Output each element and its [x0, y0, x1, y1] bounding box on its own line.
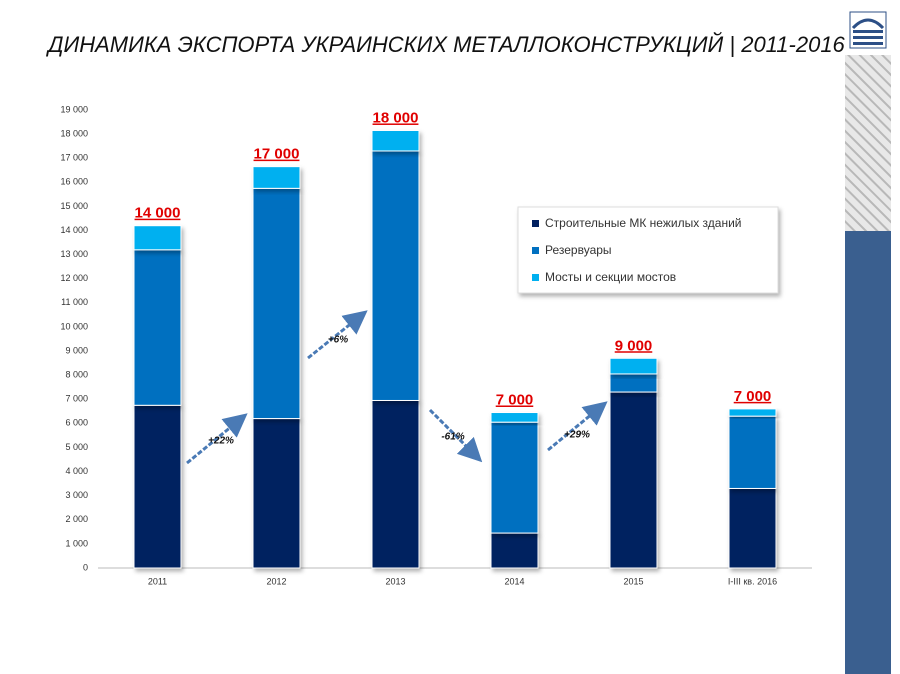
bar-segment [609, 357, 658, 375]
y-tick-label: 4 000 [65, 466, 88, 476]
legend: Строительные МК нежилых зданий Резервуары… [517, 206, 779, 294]
y-tick-label: 15 000 [60, 201, 88, 211]
bar-segment [490, 421, 539, 534]
y-tick-label: 18 000 [60, 128, 88, 138]
y-tick-label: 11 000 [61, 297, 88, 307]
bar-segment [609, 391, 658, 569]
bar-segment [252, 166, 301, 189]
y-tick-label: 14 000 [60, 225, 88, 235]
bar-segment [728, 487, 777, 569]
x-tick-label: 2013 [385, 576, 405, 586]
x-tick-label: 2014 [504, 576, 524, 586]
x-tick-label: 2015 [623, 576, 643, 586]
y-tick-label: 12 000 [60, 273, 88, 283]
growth-label: +29% [564, 430, 590, 441]
x-tick-label: 2012 [266, 576, 286, 586]
y-tick-label: 19 000 [60, 104, 88, 114]
arrow [547, 401, 608, 452]
y-tick-label: 5 000 [65, 442, 88, 452]
x-tick-label: I-III кв. 2016 [728, 576, 777, 586]
legend-swatch [532, 274, 539, 281]
bar-segment [728, 408, 777, 417]
y-tick-label: 10 000 [60, 321, 88, 331]
y-tick-label: 9 000 [65, 345, 88, 355]
growth-arrows [186, 310, 608, 465]
bar-segment [133, 404, 182, 569]
bar-segment [133, 225, 182, 251]
legend-swatch [532, 247, 539, 254]
y-tick-label: 0 [83, 562, 88, 572]
y-tick-label: 2 000 [65, 514, 88, 524]
logo [849, 11, 887, 49]
bar-segment [371, 150, 420, 401]
x-tick-label: 2011 [148, 576, 167, 586]
total-label: 18 000 [373, 109, 419, 126]
decor-hatch [845, 55, 891, 231]
bar-segment [371, 399, 420, 569]
bar-segment [252, 418, 301, 569]
y-tick-label: 6 000 [65, 418, 88, 428]
arrow [307, 310, 368, 360]
y-tick-label: 8 000 [65, 370, 88, 380]
legend-label: Мосты и секции мостов [545, 270, 676, 284]
chart-title: ДИНАМИКА ЭКСПОРТА УКРАИНСКИХ МЕТАЛЛОКОНС… [45, 31, 846, 57]
bar-segment [490, 532, 539, 569]
y-tick-label: 7 000 [65, 394, 88, 404]
total-label: 14 000 [135, 205, 181, 222]
bar-segment [609, 373, 658, 393]
bar-segment [728, 415, 777, 489]
legend-swatch [532, 220, 539, 227]
bar-segment [371, 129, 420, 152]
bar-segment [490, 412, 539, 423]
total-label: 7 000 [734, 388, 772, 405]
growth-label: -61% [441, 432, 464, 443]
legend-box [517, 206, 779, 294]
decor-strip [845, 231, 891, 674]
y-tick-label: 16 000 [60, 177, 88, 187]
arrow [428, 408, 483, 463]
y-tick-label: 3 000 [65, 490, 88, 500]
y-tick-label: 13 000 [60, 249, 88, 259]
y-tick-label: 1 000 [65, 538, 88, 548]
growth-label: +6% [328, 335, 348, 346]
growth-label: +22% [208, 436, 234, 447]
total-label: 7 000 [496, 391, 534, 408]
total-label: 17 000 [254, 146, 300, 163]
arrow [186, 413, 248, 465]
bar-segment [133, 249, 182, 406]
legend-label: Строительные МК нежилых зданий [545, 216, 742, 230]
bar-segment [252, 187, 301, 420]
total-label: 9 000 [615, 337, 653, 354]
y-tick-label: 17 000 [60, 153, 88, 163]
legend-label: Резервуары [545, 243, 612, 257]
